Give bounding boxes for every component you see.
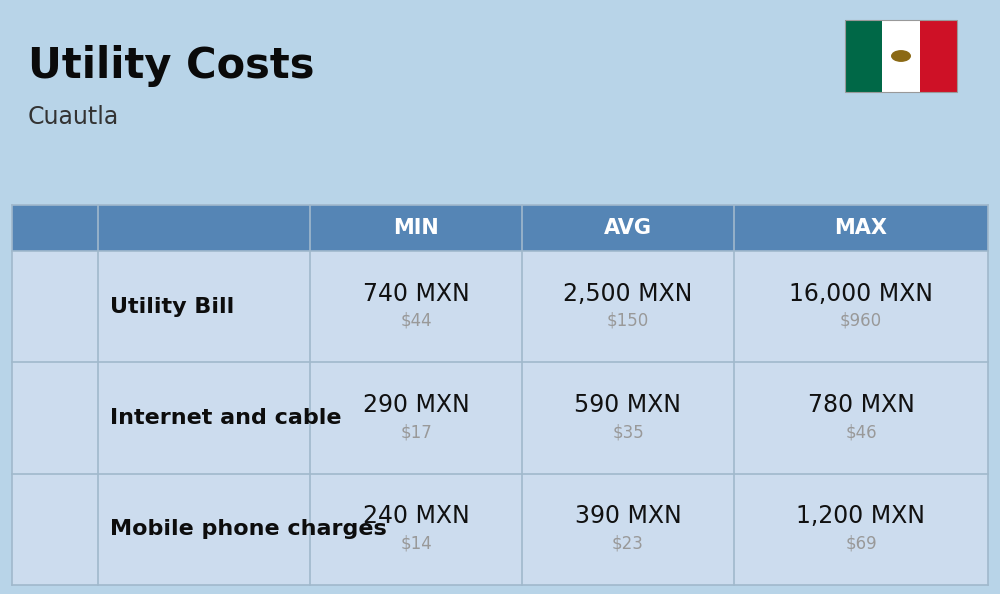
Circle shape xyxy=(891,50,911,62)
Bar xyxy=(882,20,920,92)
Text: 780 MXN: 780 MXN xyxy=(808,393,914,417)
Text: AVG: AVG xyxy=(604,218,652,238)
Bar xyxy=(12,473,988,585)
Text: Utility Costs: Utility Costs xyxy=(28,45,314,87)
Text: MAX: MAX xyxy=(834,218,888,238)
Text: $23: $23 xyxy=(612,535,644,552)
Text: 740 MXN: 740 MXN xyxy=(363,282,469,306)
Text: $150: $150 xyxy=(607,312,649,330)
Text: Internet and cable: Internet and cable xyxy=(110,408,342,428)
Text: $35: $35 xyxy=(612,423,644,441)
Bar xyxy=(845,20,882,92)
Text: 2,500 MXN: 2,500 MXN xyxy=(563,282,693,306)
Text: $69: $69 xyxy=(845,535,877,552)
Bar xyxy=(845,20,957,92)
Text: Cuautla: Cuautla xyxy=(28,105,119,129)
Text: Mobile phone charges: Mobile phone charges xyxy=(110,519,387,539)
Text: $44: $44 xyxy=(400,312,432,330)
Text: 390 MXN: 390 MXN xyxy=(575,504,681,528)
Text: Utility Bill: Utility Bill xyxy=(110,296,234,317)
Text: $960: $960 xyxy=(840,312,882,330)
Bar xyxy=(12,251,988,362)
Text: 290 MXN: 290 MXN xyxy=(363,393,469,417)
Bar xyxy=(12,205,988,251)
Text: MIN: MIN xyxy=(393,218,439,238)
Text: 16,000 MXN: 16,000 MXN xyxy=(789,282,933,306)
Text: 240 MXN: 240 MXN xyxy=(363,504,469,528)
Bar xyxy=(920,20,957,92)
Bar xyxy=(12,362,988,473)
Text: $46: $46 xyxy=(845,423,877,441)
Text: $17: $17 xyxy=(400,423,432,441)
Text: $14: $14 xyxy=(400,535,432,552)
Text: 1,200 MXN: 1,200 MXN xyxy=(796,504,926,528)
Text: 590 MXN: 590 MXN xyxy=(574,393,682,417)
